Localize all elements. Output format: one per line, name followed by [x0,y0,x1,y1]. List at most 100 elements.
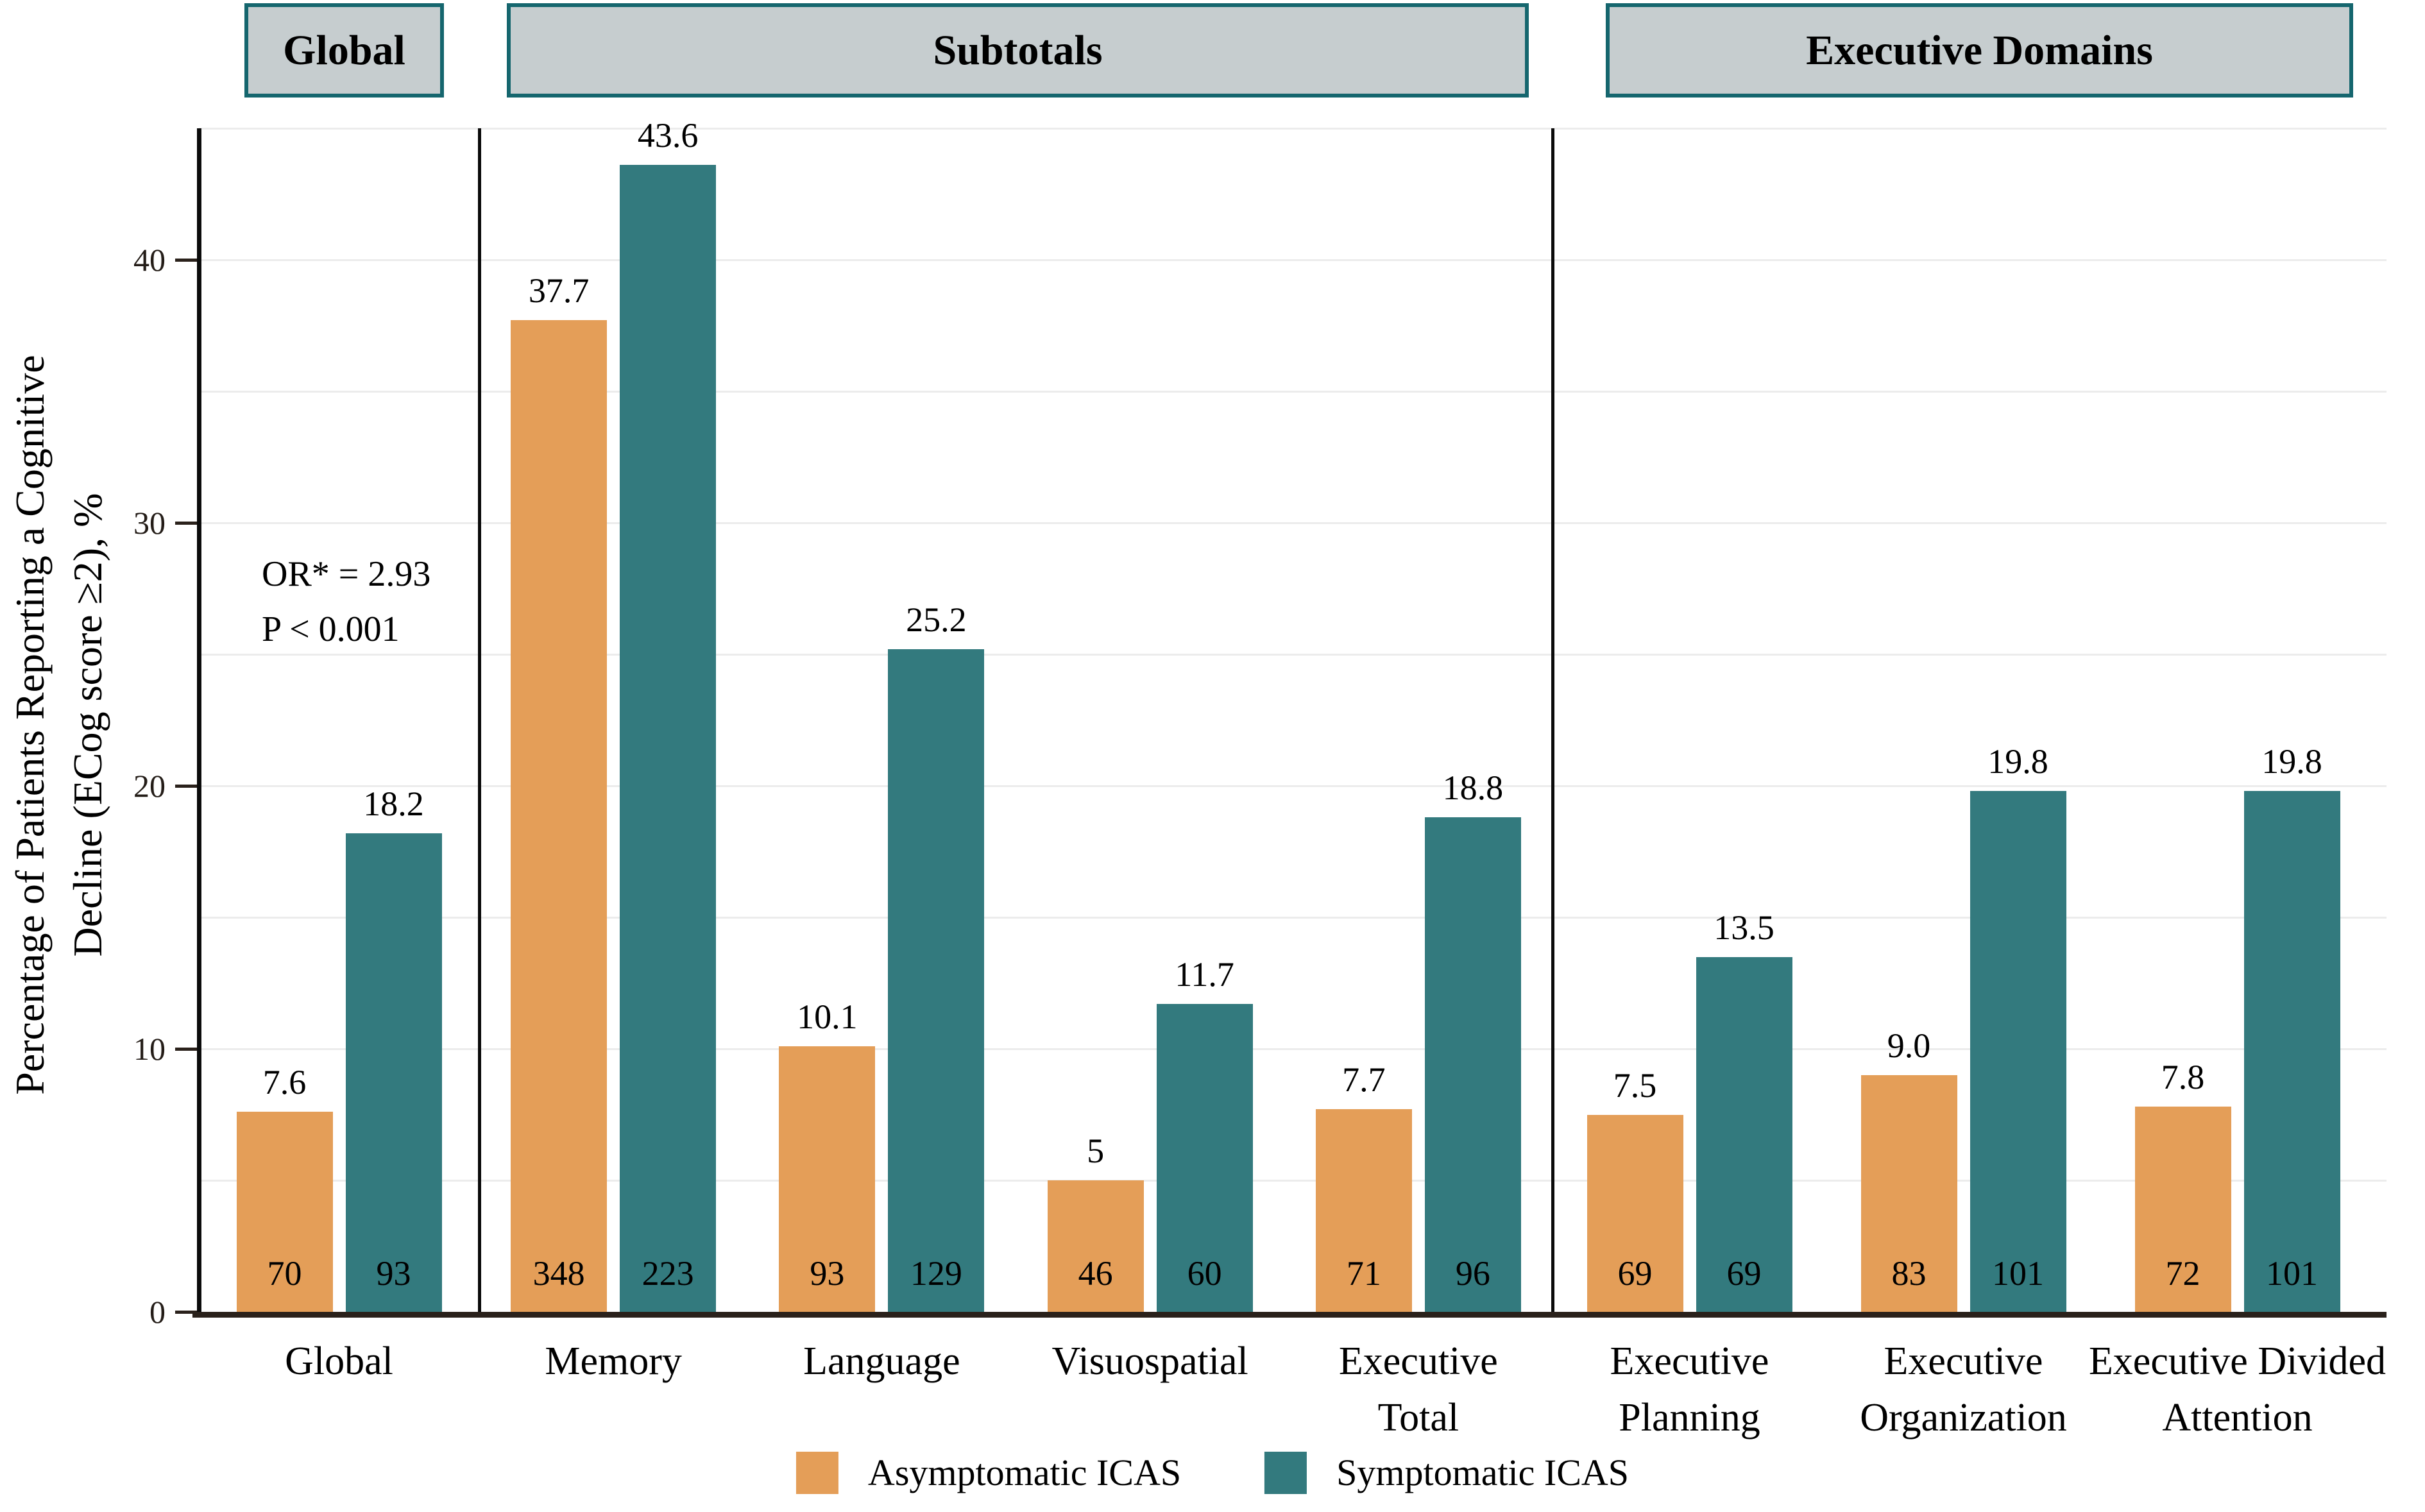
count-label-asymptomatic-icas-memory: 348 [532,1254,585,1293]
legend-label-asymptomatic: Asymptomatic ICAS [867,1452,1182,1493]
legend: Asymptomatic ICAS Symptomatic ICAS [796,1451,1629,1494]
category-label-language: Language [683,1333,1080,1389]
y-tick-label-0: 0 [149,1294,166,1330]
value-label-symptomatic-icas-visuospatial: 11.7 [1175,955,1234,994]
category-label-line: Organization [1860,1396,2067,1440]
y-tick-30 [175,522,197,525]
category-label-line: Language [803,1339,960,1383]
count-label-symptomatic-icas-executive-organization: 101 [1992,1254,2044,1293]
legend-item-symptomatic: Symptomatic ICAS [1264,1451,1629,1494]
value-label-asymptomatic-icas-visuospatial: 5 [1087,1132,1105,1170]
header-executive-domains: Executive Domains [1606,3,2353,98]
count-label-symptomatic-icas-executive-divided-attention: 101 [2266,1254,2318,1293]
count-label-symptomatic-icas-global: 93 [376,1254,411,1293]
bar-symptomatic-icas-executive-total [1424,817,1521,1312]
gridline-20 [199,785,2387,787]
gridline-45 [199,128,2387,130]
category-label-memory: Memory [414,1333,812,1389]
bar-symptomatic-icas-memory [620,165,717,1312]
value-label-symptomatic-icas-executive-total: 18.8 [1442,769,1504,808]
value-label-asymptomatic-icas-executive-organization: 9.0 [1887,1026,1931,1065]
header-executive-domains-label: Executive Domains [1806,26,2153,74]
category-label-line: Total [1377,1396,1459,1440]
category-label-line: Planning [1619,1396,1760,1440]
value-label-asymptomatic-icas-executive-divided-attention: 7.8 [2161,1058,2205,1097]
p-value-line: P < 0.001 [262,609,400,649]
category-label-line: Executive [1338,1339,1498,1383]
value-label-symptomatic-icas-executive-organization: 19.8 [1987,742,2048,781]
legend-swatch-asymptomatic [796,1451,838,1494]
count-label-symptomatic-icas-executive-planning: 69 [1726,1254,1762,1293]
y-tick-10 [175,1048,197,1051]
y-axis-line [197,128,201,1315]
bar-asymptomatic-icas-memory [511,320,608,1312]
gridline-15 [199,917,2387,919]
bar-asymptomatic-icas-global [236,1112,333,1312]
bar-asymptomatic-icas-executive-organization [1860,1075,1957,1312]
section-separator-2 [1551,128,1554,1312]
category-label-executive-total: Executive Total [1220,1333,1617,1446]
y-axis-title-line1: Percentage of Patients Reporting a Cogni… [7,355,53,1095]
category-label-global: Global [140,1333,538,1389]
count-label-asymptomatic-icas-executive-divided-attention: 72 [2165,1254,2200,1293]
category-label-line: Memory [545,1339,682,1383]
legend-label-symptomatic: Symptomatic ICAS [1336,1452,1629,1493]
category-label-line: Executive [1610,1339,1769,1383]
count-label-asymptomatic-icas-executive-planning: 69 [1617,1254,1653,1293]
category-label-line: Executive [1884,1339,2043,1383]
header-subtotals-label: Subtotals [933,26,1103,74]
header-subtotals: Subtotals [507,3,1529,98]
category-label-executive-planning: Executive Planning [1491,1333,1889,1446]
category-label-line: Global [285,1339,393,1383]
gridline-35 [199,391,2387,393]
gridline-25 [199,654,2387,656]
value-label-symptomatic-icas-language: 25.2 [906,600,967,639]
y-axis-title-line2: Decline (ECog score ≥2), % [65,493,110,957]
value-label-symptomatic-icas-executive-planning: 13.5 [1714,908,1774,947]
y-axis-title: Percentage of Patients Reporting a Cogni… [1,115,117,1334]
bar-asymptomatic-icas-visuospatial [1047,1180,1144,1312]
bar-symptomatic-icas-language [888,649,985,1312]
header-global: Global [244,3,444,98]
y-tick-label-20: 20 [133,768,166,804]
category-label-line: Visuospatial [1051,1339,1248,1383]
value-label-symptomatic-icas-global: 18.2 [363,784,424,823]
y-tick-20 [175,785,197,788]
y-tick-label-10: 10 [133,1031,166,1067]
category-label-line: Executive Divided [2088,1339,2387,1383]
legend-swatch-symptomatic [1264,1451,1307,1494]
gridline-30 [199,522,2387,524]
y-tick-40 [175,259,197,262]
y-tick-label-40: 40 [133,242,166,278]
count-label-asymptomatic-icas-language: 93 [810,1254,845,1293]
category-label-line: Attention [2162,1396,2313,1440]
count-label-asymptomatic-icas-executive-total: 71 [1346,1254,1381,1293]
y-tick-label-30: 30 [133,505,166,541]
bar-symptomatic-icas-global [345,833,442,1312]
x-axis-line [192,1312,2387,1318]
category-label-executive-divided-attention: Executive Divided Attention [2039,1333,2425,1446]
gridline-5 [199,1180,2387,1182]
category-label-executive-organization: Executive Organization [1765,1333,2163,1446]
bar-symptomatic-icas-executive-divided-attention [2243,791,2340,1312]
count-label-symptomatic-icas-executive-total: 96 [1455,1254,1490,1293]
y-tick-0 [175,1311,197,1314]
bar-symptomatic-icas-executive-planning [1696,956,1792,1312]
value-label-symptomatic-icas-executive-divided-attention: 19.8 [2261,742,2322,781]
category-label-visuospatial: Visuospatial [951,1333,1349,1389]
value-label-asymptomatic-icas-language: 10.1 [797,997,858,1036]
bar-asymptomatic-icas-executive-planning [1587,1114,1683,1312]
odds-ratio-line: OR* = 2.93 [262,554,431,594]
count-label-asymptomatic-icas-executive-organization: 83 [1891,1254,1927,1293]
bar-symptomatic-icas-executive-organization [1970,791,2066,1312]
bar-asymptomatic-icas-executive-total [1315,1109,1412,1312]
section-separator-1 [478,128,481,1312]
gridline-10 [199,1048,2387,1050]
gridline-40 [199,259,2387,261]
count-label-asymptomatic-icas-global: 70 [267,1254,302,1293]
header-global-label: Global [283,26,405,74]
bar-asymptomatic-icas-executive-divided-attention [2134,1107,2231,1312]
bar-symptomatic-icas-visuospatial [1156,1004,1253,1312]
value-label-asymptomatic-icas-executive-total: 7.7 [1342,1060,1386,1100]
